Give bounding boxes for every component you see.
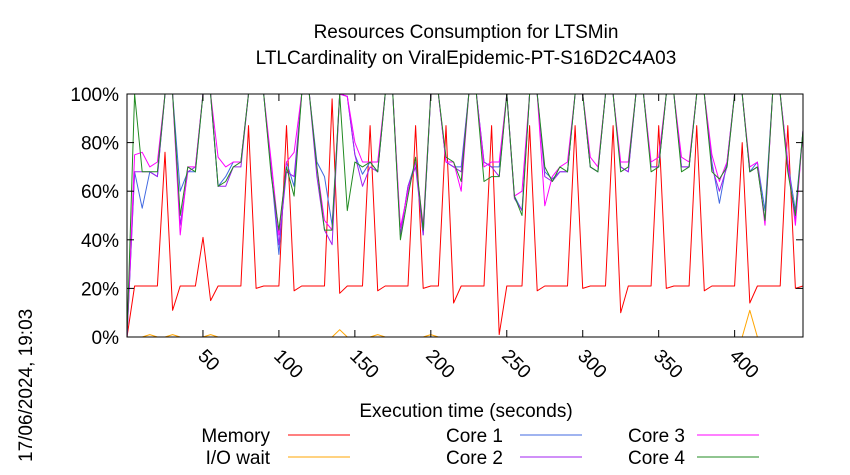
plot-area [126, 93, 804, 338]
y-tick-label: 0% [92, 328, 120, 349]
legend-label-i-o-wait: I/O wait [206, 448, 271, 469]
x-tick-label: 100 [269, 346, 306, 383]
chart-title-line-2: LTLCardinality on ViralEpidemic-PT-S16D2… [256, 48, 677, 69]
y-tick-label: 60% [81, 182, 119, 203]
series-line-core-4 [126, 93, 804, 338]
x-axis: 50 100 150 200 250 300 350 400 [193, 94, 762, 383]
y-tick-label: 80% [81, 134, 119, 155]
y-tick-label: 40% [81, 231, 119, 252]
legend-label-memory: Memory [201, 426, 270, 447]
x-tick-label: 50 [193, 346, 223, 376]
x-tick-label: 250 [497, 346, 534, 383]
x-tick-label: 300 [573, 346, 610, 383]
x-tick-label: 350 [649, 346, 686, 383]
chart-title-line-1: Resources Consumption for LTSMin [314, 22, 619, 43]
x-tick-label: 400 [725, 346, 762, 383]
series-line-core-2 [126, 93, 804, 338]
x-tick-label: 200 [421, 346, 458, 383]
legend-label-core-2: Core 2 [446, 448, 503, 469]
series-line-i-o-wait [127, 309, 803, 338]
legend-label-core-4: Core 4 [628, 448, 685, 469]
timestamp: 17/06/2024, 19:03 [16, 309, 37, 462]
legend-label-core-3: Core 3 [628, 426, 685, 447]
y-tick-label: 20% [81, 279, 119, 300]
series-line-memory [126, 98, 804, 338]
plot-border [126, 93, 804, 338]
x-tick-label: 150 [345, 346, 382, 383]
x-axis-label: Execution time (seconds) [359, 401, 572, 422]
legend-label-core-1: Core 1 [446, 426, 503, 447]
y-tick-label: 100% [70, 85, 119, 106]
